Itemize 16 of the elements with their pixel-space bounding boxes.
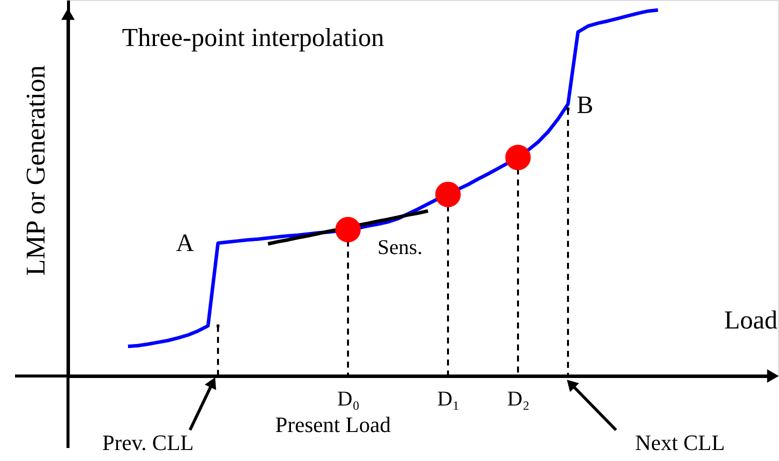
x-tick-label: D₂ xyxy=(507,386,530,410)
text: Next CLL xyxy=(635,430,725,455)
annotation: Sens. xyxy=(378,235,422,259)
text: Present Load xyxy=(275,412,391,437)
text: Three-point interpolation xyxy=(122,23,384,52)
annotation: B xyxy=(576,92,594,119)
point xyxy=(335,216,361,242)
y-axis-title: LMP or Generation xyxy=(20,64,50,276)
point xyxy=(505,144,531,170)
text: Prev. CLL xyxy=(102,430,194,455)
x-tick-label: D₀ xyxy=(337,386,360,410)
annotation: A xyxy=(176,230,194,257)
point xyxy=(216,324,220,328)
point xyxy=(435,182,461,208)
x-axis-title: Load xyxy=(724,306,778,334)
x-tick-label: D₁ xyxy=(437,386,460,410)
